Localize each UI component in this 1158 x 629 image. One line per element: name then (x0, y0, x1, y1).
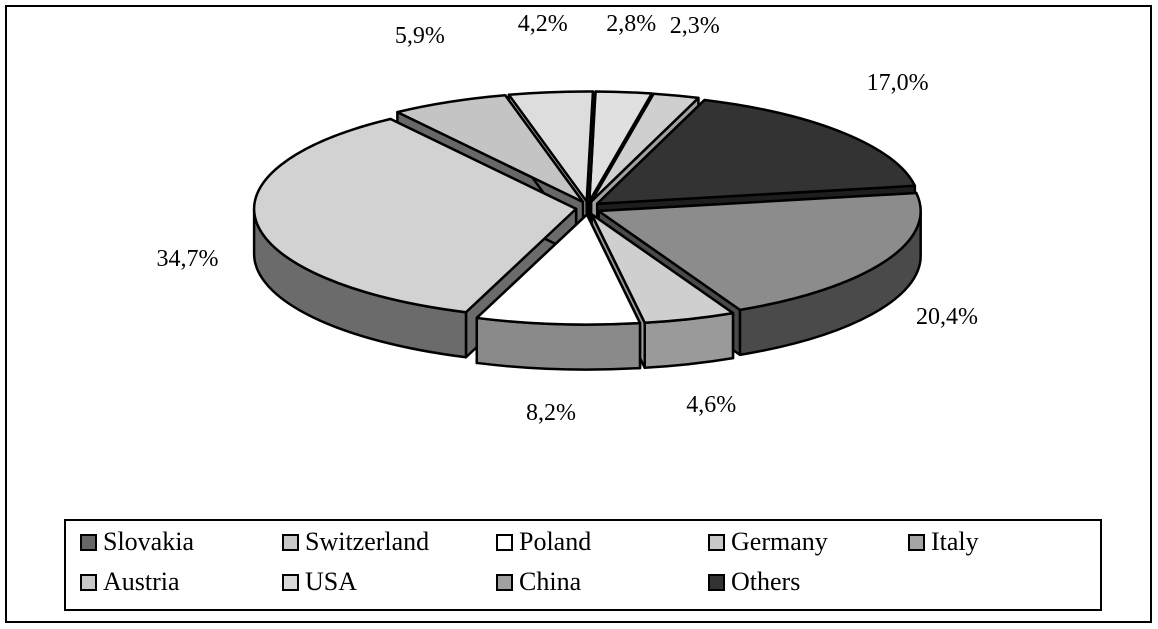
legend-item-italy: Italy (908, 527, 979, 557)
legend-swatch (708, 573, 725, 591)
legend-label: Slovakia (103, 527, 194, 556)
legend-item-switzerland: Switzerland (282, 527, 429, 557)
slice-label-usa: 20,4% (916, 303, 979, 330)
pie-slice-others (475, 213, 642, 371)
legend-swatch (496, 573, 513, 591)
legend-item-austria: Austria (80, 567, 180, 597)
legend-item-slovakia: Slovakia (80, 527, 194, 557)
legend-swatch (496, 533, 513, 551)
legend-item-germany: Germany (708, 527, 828, 557)
legend-swatch (282, 573, 299, 591)
legend-item-usa: USA (282, 567, 357, 597)
legend-swatch (908, 533, 925, 551)
legend-swatch (80, 573, 97, 591)
slice-label-austria: 17,0% (866, 70, 929, 97)
slice-label-italy: 2,3% (669, 12, 720, 39)
legend-label: Poland (519, 527, 592, 556)
slice-label-others: 8,2% (526, 399, 576, 426)
legend-item-china: China (496, 567, 581, 597)
legend-swatch (282, 533, 299, 551)
legend-label: Italy (931, 527, 979, 556)
legend-swatch (80, 533, 97, 551)
legend-swatch (708, 533, 725, 551)
legend-item-poland: Poland (496, 527, 591, 557)
legend-label: Germany (731, 527, 828, 556)
legend-label: Austria (103, 567, 180, 596)
legend-label: USA (305, 567, 358, 596)
slice-label-slovakia: 34,7% (156, 245, 219, 272)
legend-label: Others (731, 567, 801, 596)
slice-label-poland: 4,2% (517, 11, 568, 37)
legend: Slovakia Switzerland Poland Germany Italy Aus… (64, 519, 1102, 611)
slice-label-switzerland: 5,9% (394, 22, 445, 49)
slice-label-china: 4,6% (686, 392, 737, 419)
legend-item-others: Others (708, 567, 800, 597)
legend-label: Switzerland (305, 527, 430, 556)
slice-label-germany: 2,8% (606, 11, 657, 37)
legend-label: China (519, 567, 582, 596)
